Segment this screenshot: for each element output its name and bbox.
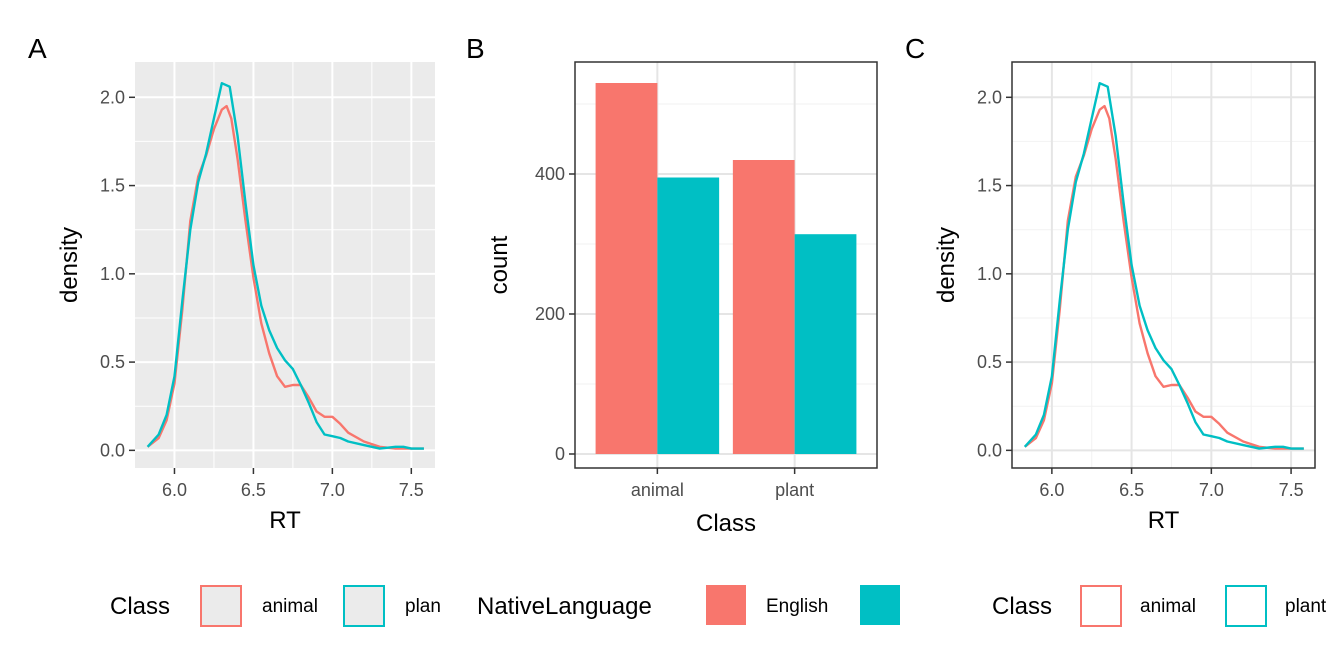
y-axis-title: density (933, 227, 960, 303)
y-tick-label: 1.0 (100, 264, 125, 284)
panel-background (1012, 62, 1315, 468)
x-tick-label: 7.0 (320, 480, 345, 500)
legend-label: animal (1140, 596, 1196, 617)
legend-key (1080, 585, 1122, 627)
legend-key (1225, 585, 1267, 627)
density-line-animal (1024, 104, 1304, 450)
bar-plant-series2 (794, 234, 857, 454)
panel-tag: A (28, 33, 47, 64)
panel-tag: C (905, 33, 925, 64)
y-tick-label: 0.5 (977, 352, 1002, 372)
bar-plant-English (732, 160, 795, 454)
legend-label: plan (405, 596, 441, 617)
x-tick-label: animal (631, 480, 684, 500)
x-tick-label: 6.5 (1119, 480, 1144, 500)
y-tick-label: 1.0 (977, 264, 1002, 284)
legend-key (860, 585, 900, 625)
y-tick-label: 0 (555, 444, 565, 464)
y-axis-title: count (486, 235, 513, 294)
y-tick-label: 400 (535, 164, 565, 184)
x-tick-label: 6.5 (241, 480, 266, 500)
legend-label: animal (262, 596, 318, 617)
y-tick-label: 2.0 (977, 87, 1002, 107)
x-axis-title: RT (269, 507, 301, 534)
y-tick-label: 0.0 (977, 440, 1002, 460)
legend-title: Class (110, 593, 170, 620)
y-tick-label: 0.0 (100, 440, 125, 460)
legend-title: NativeLanguage (477, 593, 652, 620)
legend-title: Class (992, 593, 1052, 620)
panel-tag: B (466, 33, 485, 64)
y-tick-label: 1.5 (100, 176, 125, 196)
y-tick-label: 200 (535, 304, 565, 324)
y-axis-title: density (56, 227, 83, 303)
y-tick-label: 0.5 (100, 352, 125, 372)
x-axis-title: Class (696, 510, 756, 537)
bar-animal-series2 (657, 177, 720, 454)
density-line-plant (1023, 82, 1304, 450)
legend-label: English (766, 596, 828, 617)
legend-key (706, 585, 746, 625)
x-tick-label: 7.0 (1199, 480, 1224, 500)
y-tick-label: 2.0 (100, 87, 125, 107)
x-tick-label: 7.5 (1279, 480, 1304, 500)
panel-background (135, 62, 435, 468)
density-line-animal (146, 104, 424, 450)
x-tick-label: plant (775, 480, 814, 500)
panel-border (574, 61, 878, 469)
x-tick-label: 6.0 (162, 480, 187, 500)
legend-label: plant (1285, 596, 1327, 617)
panel-border (1011, 61, 1316, 469)
bar-animal-English (595, 83, 658, 454)
x-axis-title: RT (1148, 507, 1180, 534)
y-tick-label: 1.5 (977, 176, 1002, 196)
legend-key (343, 585, 385, 627)
x-tick-label: 7.5 (399, 480, 424, 500)
x-tick-label: 6.0 (1039, 480, 1064, 500)
density-line-plant (146, 82, 424, 450)
legend-key (200, 585, 242, 627)
